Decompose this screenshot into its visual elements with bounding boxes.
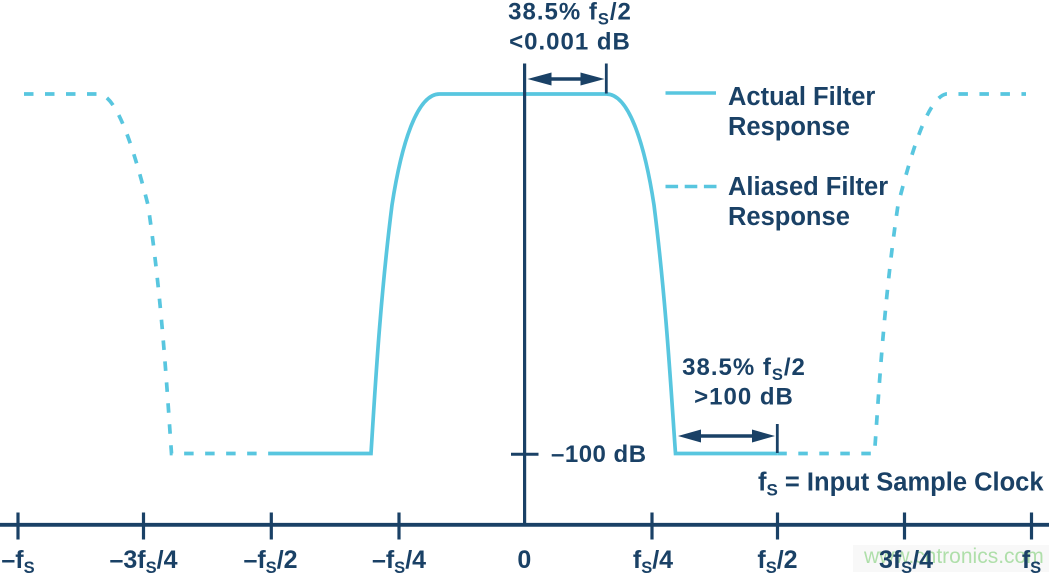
svg-text:Response: Response [728,203,850,231]
svg-text:fS = Input Sample Clock: fS = Input Sample Clock [758,469,1044,500]
svg-text:–100 dB: –100 dB [551,441,647,468]
svg-text:Actual Filter: Actual Filter [728,83,875,111]
svg-text:www.cntronics.com: www.cntronics.com [863,545,1044,568]
svg-text:<0.001 dB: <0.001 dB [509,28,631,55]
svg-text:0: 0 [517,546,531,574]
svg-text:fS/4: fS/4 [633,546,673,575]
svg-text:Response: Response [728,113,850,141]
svg-text:–3fS/4: –3fS/4 [109,546,177,575]
svg-text:fS/2: fS/2 [757,546,797,575]
svg-text:>100 dB: >100 dB [694,384,794,411]
svg-text:38.5% fS/2: 38.5% fS/2 [682,354,806,384]
svg-text:–fS/4: –fS/4 [372,546,426,575]
svg-text:Aliased Filter: Aliased Filter [728,173,888,201]
svg-text:38.5% fS/2: 38.5% fS/2 [508,0,632,29]
